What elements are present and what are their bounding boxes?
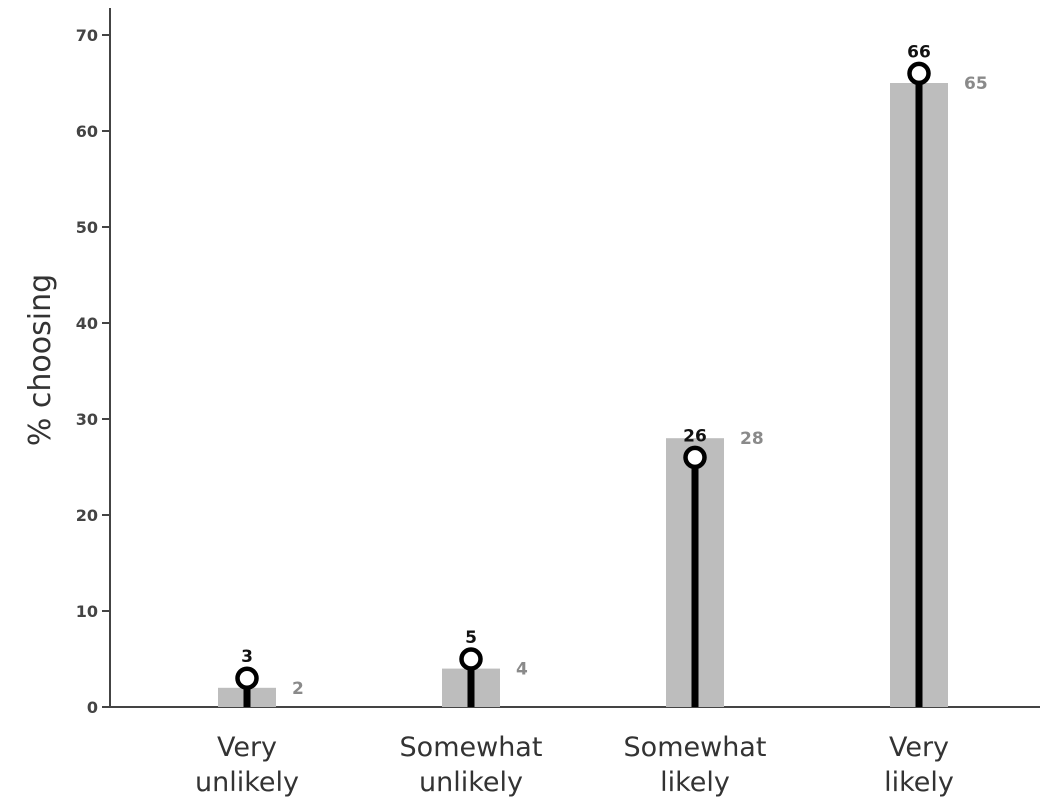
x-category-label-line: unlikely — [419, 767, 523, 798]
x-category-label-line: likely — [884, 767, 954, 798]
y-tick-label: 50 — [76, 218, 98, 237]
lollipop-marker — [459, 647, 483, 671]
y-tick-label: 30 — [76, 410, 98, 429]
lollipop-value-label: 66 — [907, 42, 931, 62]
x-category-label: Very unlikely — [195, 732, 299, 798]
y-axis-label: % choosing — [23, 274, 58, 446]
x-category-label-line: likely — [660, 767, 730, 798]
y-tick-label: 60 — [76, 122, 98, 141]
axes: 0 10 20 30 40 50 60 70 Very unlikely Somewhat unlik… — [76, 8, 1040, 798]
y-tick-label: 20 — [76, 506, 98, 525]
bars — [218, 83, 948, 707]
lollipop-value-label: 5 — [465, 628, 477, 648]
x-category-label: Somewhat likely — [624, 732, 767, 798]
bar-value-label: 28 — [740, 429, 764, 449]
y-tick-label: 70 — [76, 26, 98, 45]
lollipop-value-label: 26 — [683, 426, 707, 446]
bar-value-label: 4 — [516, 660, 528, 680]
lollipops — [235, 61, 931, 707]
bar-value-label: 2 — [292, 679, 304, 699]
x-category-label-line: Somewhat — [624, 732, 767, 763]
y-tick-label: 0 — [87, 698, 98, 717]
x-category-label: Very likely — [884, 732, 954, 798]
y-axis-label-group: % choosing — [23, 274, 58, 446]
bar-value-label: 65 — [964, 74, 988, 94]
x-category-label-line: unlikely — [195, 767, 299, 798]
lollipop-value-label: 3 — [241, 647, 253, 667]
lollipop-marker — [683, 445, 707, 470]
x-category-label-line: Very — [889, 732, 949, 763]
x-category-label: Somewhat unlikely — [400, 732, 543, 798]
y-tick-label: 10 — [76, 602, 98, 621]
y-tick-label: 40 — [76, 314, 98, 333]
lollipop-marker — [907, 61, 931, 86]
x-category-label-line: Very — [217, 732, 277, 763]
x-category-label-line: Somewhat — [400, 732, 543, 763]
labels: 2 4 28 65 3 5 26 66 — [241, 42, 988, 698]
lollipop-marker — [235, 666, 259, 690]
